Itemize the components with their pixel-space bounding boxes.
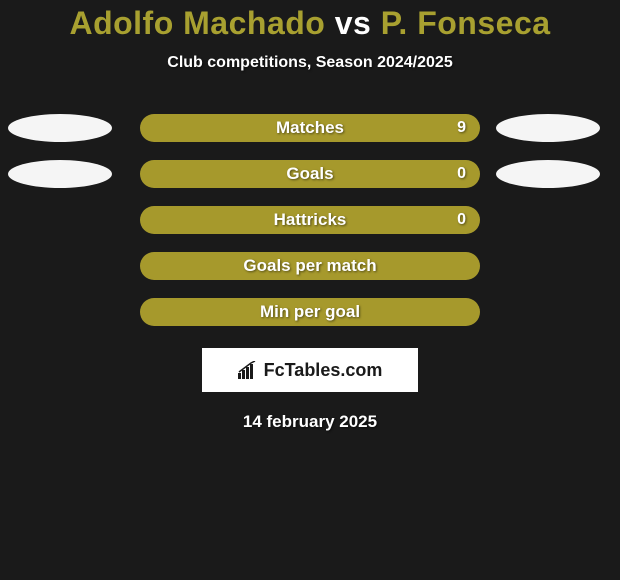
stat-label: Matches — [276, 118, 344, 138]
date-text: 14 february 2025 — [243, 412, 377, 432]
brand-badge[interactable]: FcTables.com — [202, 348, 418, 392]
stat-bar: Goals per match — [140, 252, 480, 280]
stat-label: Goals per match — [243, 256, 376, 276]
stat-row: Goals per match — [0, 252, 620, 280]
page-title: Adolfo Machado vs P. Fonseca — [69, 5, 550, 42]
stat-bar: Goals 0 — [140, 160, 480, 188]
stat-value: 9 — [457, 119, 466, 137]
left-ellipse — [8, 160, 112, 188]
right-ellipse — [496, 114, 600, 142]
stat-row: Matches 9 — [0, 114, 620, 142]
right-ellipse — [496, 160, 600, 188]
subtitle: Club competitions, Season 2024/2025 — [167, 54, 452, 72]
stat-row: Hattricks 0 — [0, 206, 620, 234]
stat-value: 0 — [457, 211, 466, 229]
stat-bar: Matches 9 — [140, 114, 480, 142]
stat-label: Min per goal — [260, 302, 360, 322]
stats-list: Matches 9 Goals 0 Hattricks 0 Goals per match M… — [0, 114, 620, 326]
stat-bar: Min per goal — [140, 298, 480, 326]
player1-name: Adolfo Machado — [69, 5, 325, 41]
player2-name: P. Fonseca — [381, 5, 551, 41]
left-ellipse — [8, 114, 112, 142]
comparison-widget: Adolfo Machado vs P. Fonseca Club compet… — [0, 0, 620, 432]
stat-label: Goals — [286, 164, 333, 184]
stat-row: Min per goal — [0, 298, 620, 326]
stat-label: Hattricks — [274, 210, 347, 230]
chart-icon — [238, 361, 258, 379]
stat-bar: Hattricks 0 — [140, 206, 480, 234]
brand-text: FcTables.com — [264, 360, 383, 381]
stat-row: Goals 0 — [0, 160, 620, 188]
stat-value: 0 — [457, 165, 466, 183]
vs-text: vs — [335, 5, 372, 41]
